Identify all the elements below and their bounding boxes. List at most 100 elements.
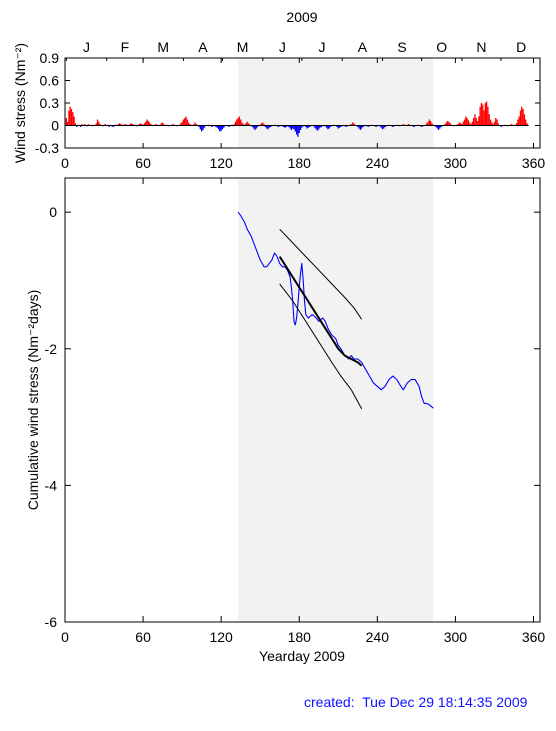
wind-stress-bar (471, 121, 473, 126)
wind-stress-bar (120, 124, 122, 126)
wind-stress-bar (217, 125, 220, 130)
top-y-tick-label: 0.9 (40, 50, 60, 66)
wind-stress-bar (160, 123, 162, 126)
wind-stress-bar (251, 125, 254, 127)
wind-stress-bar (241, 122, 243, 126)
wind-stress-bar (146, 119, 148, 126)
wind-stress-bar (112, 125, 114, 127)
wind-stress-bar (470, 124, 472, 126)
wind-stress-bar (525, 119, 527, 126)
wind-stress-bar (358, 125, 360, 129)
bottom-y-axis-title: Cumulative wind stress (Nm⁻²days) (25, 290, 41, 511)
wind-stress-bar (407, 124, 410, 126)
wind-stress-bar (338, 125, 341, 128)
wind-stress-bar (199, 125, 201, 130)
wind-stress-bar (435, 125, 437, 127)
wind-stress-bar (70, 109, 73, 126)
wind-stress-bar (68, 110, 70, 126)
wind-stress-bar (428, 119, 431, 126)
wind-stress-bar (216, 125, 218, 128)
wind-stress-bar (523, 114, 526, 126)
bottom-y-tick-label: -2 (45, 341, 58, 357)
wind-stress-bar (485, 101, 488, 126)
wind-stress-bar (268, 125, 270, 128)
wind-stress-bar (493, 121, 496, 126)
wind-stress-bar (491, 122, 493, 126)
wind-stress-bar (314, 125, 316, 128)
wind-stress-bar (99, 124, 101, 126)
wind-stress-bar (345, 125, 347, 127)
wind-stress-bar (462, 121, 464, 126)
wind-stress-bar (245, 123, 247, 126)
wind-stress-bar (83, 124, 86, 126)
wind-stress-bar (320, 125, 323, 127)
wind-stress-bar (79, 125, 82, 127)
wind-stress-bar (234, 121, 237, 126)
bottom-plot-frame (64, 177, 541, 623)
bottom-x-tick-label: 360 (522, 629, 546, 645)
wind-stress-bar (233, 124, 235, 126)
wind-stress-bar (211, 125, 213, 127)
top-x-tick-label: 300 (444, 155, 468, 171)
wind-stress-bar (145, 121, 147, 126)
wind-stress-bar (353, 123, 355, 126)
wind-stress-bar (361, 125, 363, 129)
wind-stress-bar (440, 125, 442, 127)
top-x-tick-label: 120 (209, 155, 233, 171)
wind-stress-bar (76, 125, 78, 127)
bottom-x-tick-label: 240 (366, 629, 390, 645)
wind-stress-bar (380, 125, 382, 128)
wind-stress-bar (293, 125, 295, 130)
wind-stress-bar (130, 123, 133, 126)
top-x-tick-label: 0 (61, 155, 69, 171)
wind-stress-bar (202, 125, 204, 130)
wind-stress-bar (463, 119, 466, 126)
wind-stress-bar (430, 121, 432, 126)
created-label: created: (304, 694, 355, 710)
wind-stress-bar (200, 125, 203, 132)
wind-stress-bar (526, 123, 528, 126)
wind-stress-bar (284, 125, 286, 128)
wind-stress-bar (381, 125, 384, 130)
wind-stress-bar (108, 125, 110, 127)
wind-stress-bar (384, 125, 386, 127)
wind-stress-bar (117, 124, 120, 126)
wind-stress-bar (299, 125, 302, 130)
wind-stress-bar (194, 122, 196, 126)
wind-stress-bar (221, 125, 224, 130)
trend-line (278, 256, 363, 367)
wind-stress-bar (73, 116, 75, 126)
wind-stress-bar (427, 121, 429, 126)
wind-stress-bar (256, 125, 259, 127)
wind-stress-bar (489, 119, 492, 126)
wind-stress-bar (180, 123, 182, 126)
top-x-tick-label: 180 (288, 155, 312, 171)
wind-stress-bar (457, 124, 459, 126)
wind-stress-bar (383, 125, 385, 129)
wind-stress-bar (253, 125, 255, 129)
wind-stress-bar (264, 125, 267, 127)
bottom-x-axis: 0 60 120 180 240 300 360 (61, 178, 545, 645)
wind-stress-bar (413, 125, 415, 127)
wind-stress-bar (262, 122, 264, 126)
wind-stress-bar (351, 122, 354, 126)
wind-stress-bar (96, 119, 99, 126)
top-y-tick-label: 0 (51, 118, 59, 134)
wind-stress-bar (336, 125, 338, 127)
top-y-tick-label: -0.3 (35, 140, 59, 156)
wind-stress-bar (223, 125, 225, 128)
wind-stress-bar (465, 116, 467, 126)
wind-stress-bar (69, 106, 71, 126)
wind-stress-bar (182, 119, 185, 126)
wind-stress-bar (474, 114, 476, 126)
wind-stress-bar (444, 124, 446, 126)
wind-stress-bar (74, 123, 77, 126)
wind-stress-bar (449, 123, 451, 126)
wind-stress-bar (484, 103, 486, 126)
wind-stress-bar (72, 112, 74, 126)
top-x-tick-label: 60 (135, 155, 151, 171)
month-label: J (279, 39, 286, 55)
wind-stress-bar (527, 124, 529, 126)
wind-stress-bar (266, 125, 268, 129)
